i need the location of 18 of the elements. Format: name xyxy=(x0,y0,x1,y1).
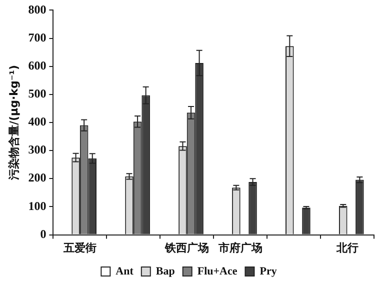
y-tick-label: 200 xyxy=(28,170,46,185)
y-tick-label: 800 xyxy=(28,2,46,16)
y-tick-label: 600 xyxy=(28,58,46,72)
legend-label: Bap xyxy=(156,265,175,278)
x-tick-label: 五爱街 xyxy=(62,241,96,254)
y-tick-label: 400 xyxy=(28,114,46,129)
y-tick-label: 0 xyxy=(40,226,46,241)
y-axis-title: 污染物含量/(μg·kg⁻¹) xyxy=(7,64,20,182)
y-tick-label: 500 xyxy=(28,86,46,101)
y-tick-label: 300 xyxy=(28,142,46,157)
y-tick-label: 700 xyxy=(28,30,46,44)
legend-label: Ant xyxy=(116,265,134,278)
x-tick-label: 北行 xyxy=(335,241,358,254)
x-tick-label: 铁西广场 xyxy=(164,241,209,254)
legend-label: Pry xyxy=(260,265,278,278)
legend-label: Flu+Ace xyxy=(197,265,238,278)
y-tick-label: 100 xyxy=(28,198,46,213)
x-tick-label: 市府广场 xyxy=(217,241,262,254)
